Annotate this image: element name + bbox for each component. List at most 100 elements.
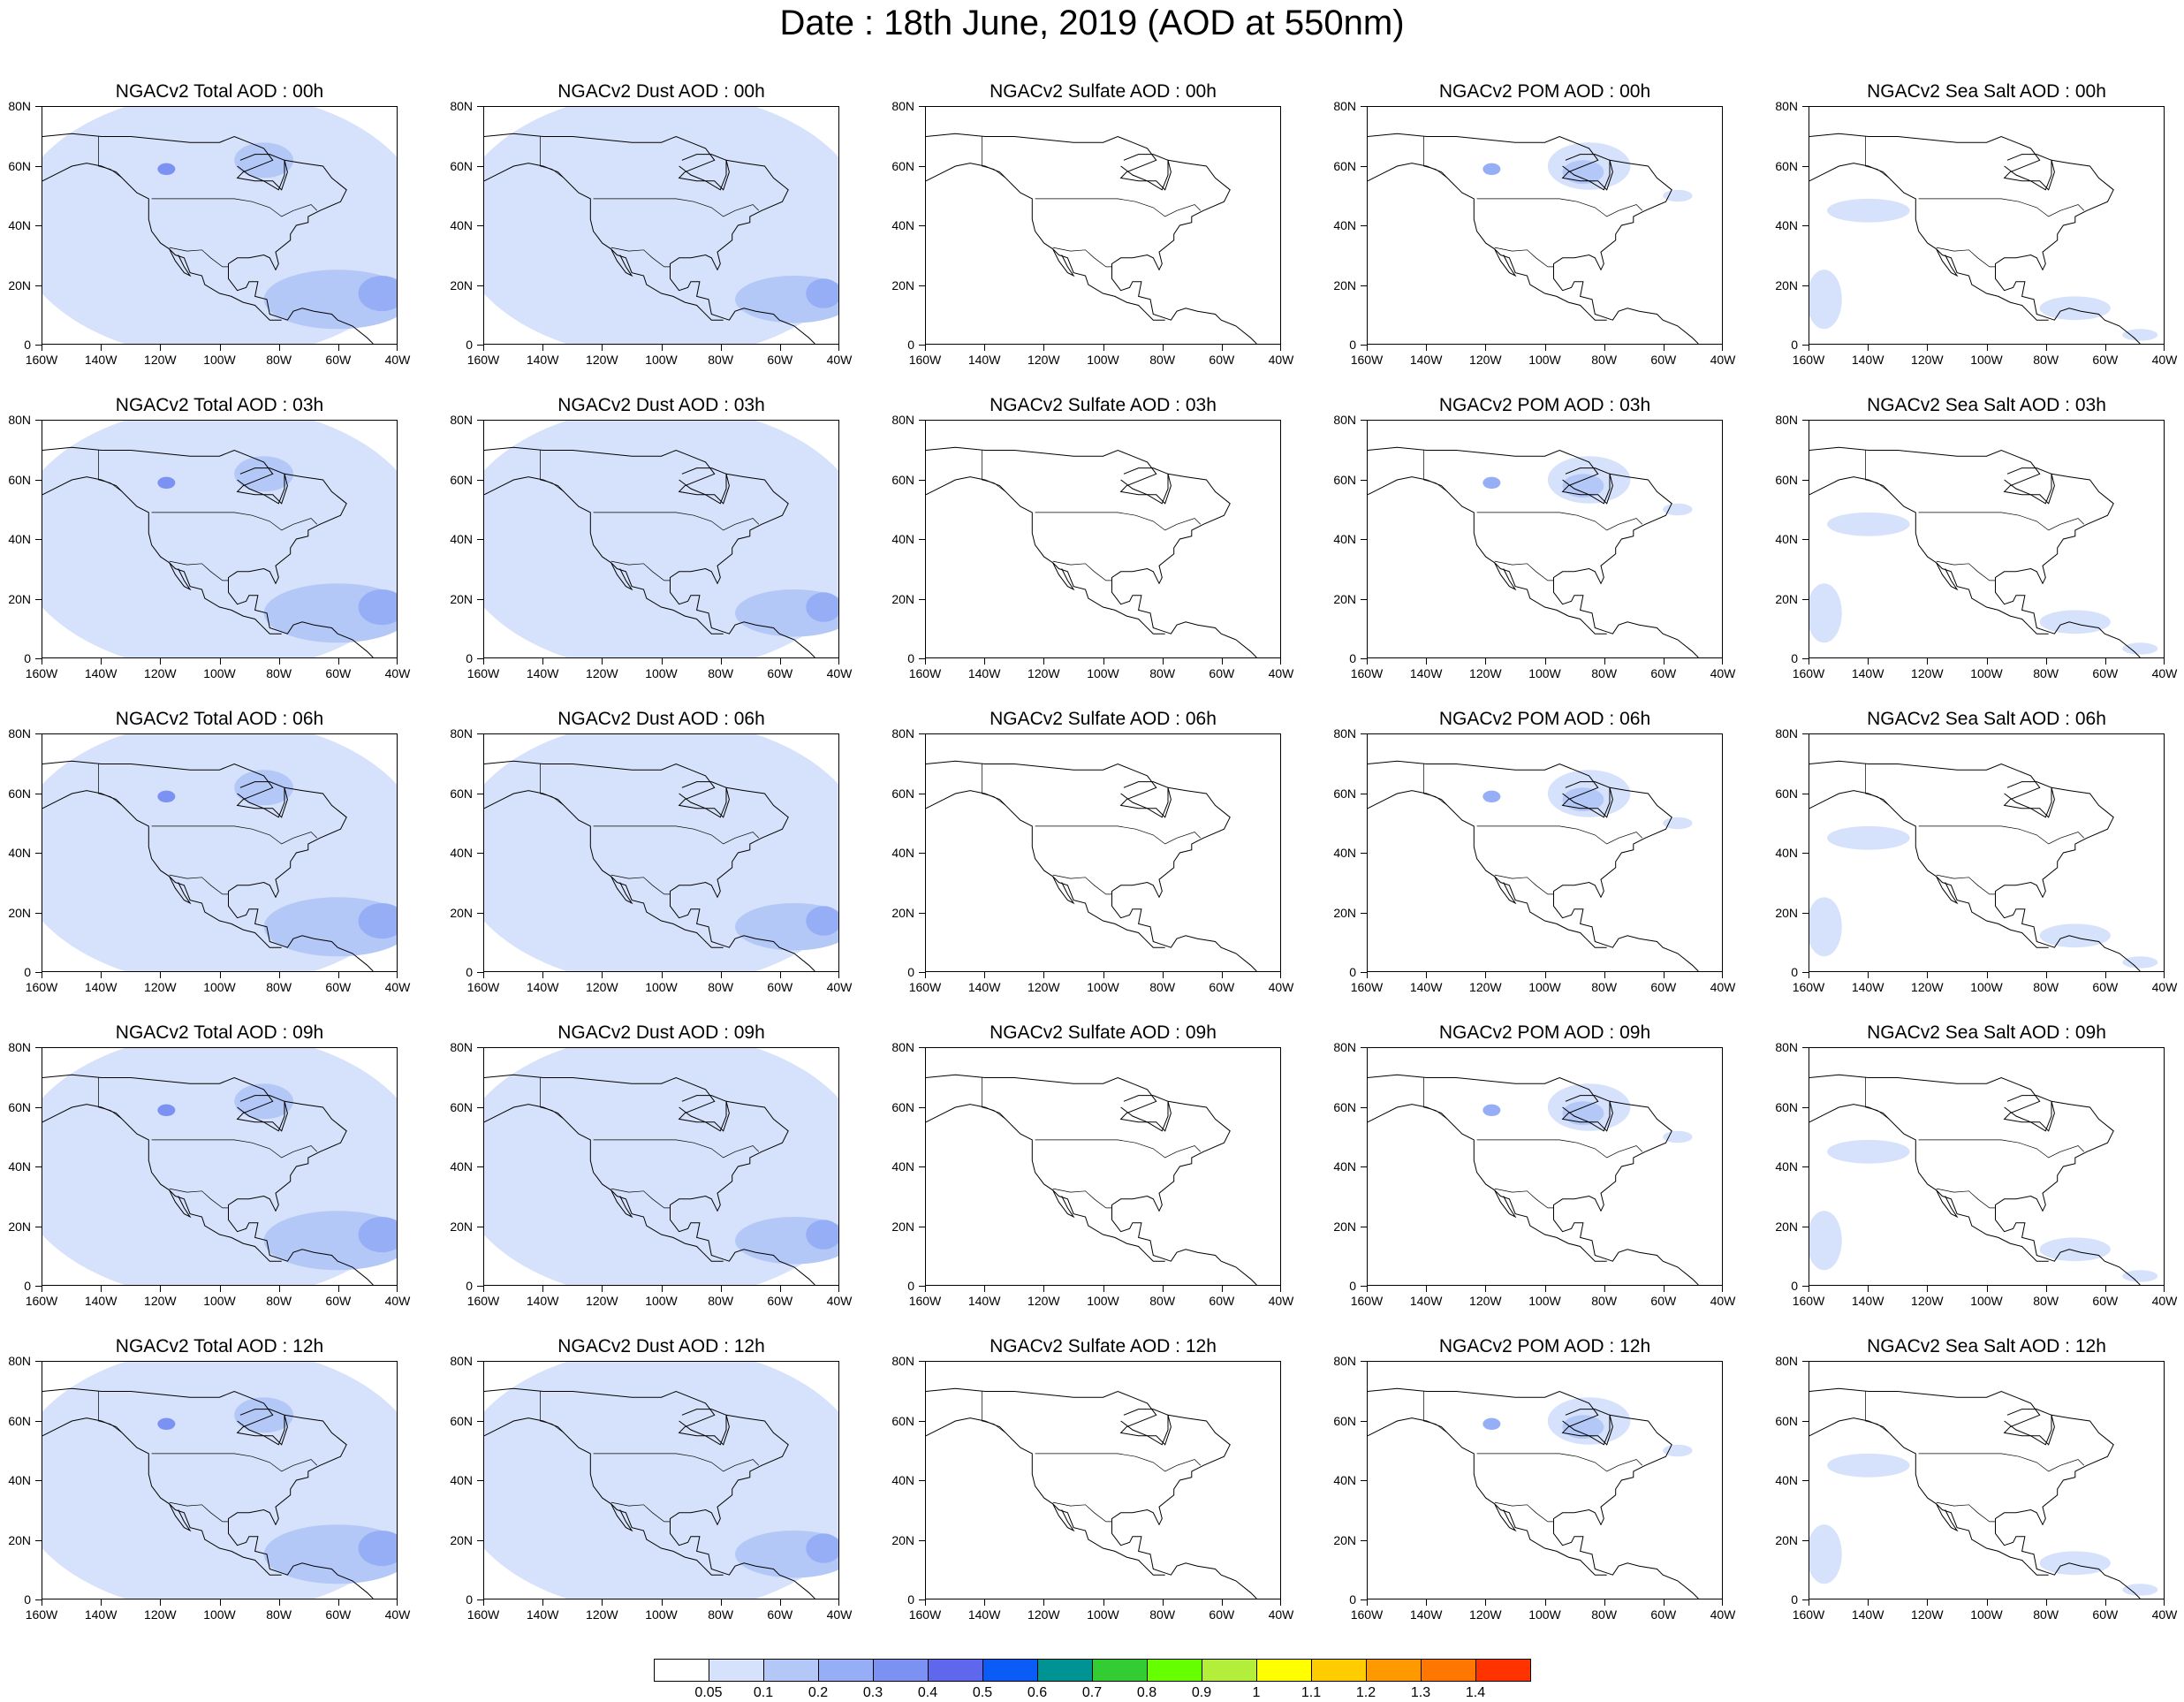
- coastline: [926, 1417, 1165, 1576]
- lat-tick: [1361, 165, 1367, 167]
- lat-tick: [1361, 539, 1367, 540]
- lon-tick: [1927, 1599, 1929, 1606]
- lat-tick: [1361, 420, 1367, 421]
- lat-tick-label: 40N: [1333, 532, 1356, 546]
- lon-tick: [542, 1599, 544, 1606]
- lat-tick-label: 20N: [1333, 1532, 1356, 1547]
- lon-tick: [278, 345, 280, 351]
- country-border: [169, 874, 229, 895]
- aod-field-pom: [1663, 189, 1693, 202]
- map-svg: [926, 1074, 1257, 1285]
- lon-tick-label: 60W: [1209, 1294, 1235, 1308]
- map-panel: NGACv2 POM AOD : 09h 80N 60N 40N 20N 0 160W 140…: [1333, 1021, 1735, 1321]
- lon-tick-label: 120W: [1911, 1607, 1944, 1622]
- lon-tick-label: 160W: [25, 1607, 58, 1622]
- lat-tick-label: 20N: [450, 905, 473, 920]
- coastline: [42, 790, 282, 948]
- aod-field-seasalt: [1827, 512, 1910, 536]
- lon-tick-label: 160W: [908, 353, 942, 367]
- lon-tick: [1986, 345, 1988, 351]
- lon-tick: [1927, 972, 1929, 978]
- country-border: [982, 1077, 1006, 1120]
- coastline: [926, 1104, 1165, 1262]
- panel-title: NGACv2 Dust AOD : 03h: [557, 395, 765, 415]
- map-svg: [926, 446, 1257, 657]
- colorbar-label: 0.1: [753, 1685, 774, 1700]
- map-panel: NGACv2 POM AOD : 12h 80N 60N 40N 20N 0 160W 140…: [1333, 1334, 1735, 1635]
- panel-title: NGACv2 POM AOD : 06h: [1438, 709, 1651, 729]
- map-svg: [484, 1362, 838, 1599]
- lat-tick: [1802, 1480, 1809, 1481]
- coastline: [610, 1503, 633, 1532]
- lon-tick-label: 120W: [1028, 353, 1060, 367]
- lon-tick: [397, 1286, 398, 1292]
- lat-tick: [35, 1599, 42, 1600]
- lat-tick-label: 80N: [450, 1040, 473, 1054]
- lat-tick: [477, 539, 483, 540]
- lat-tick: [1361, 1361, 1367, 1362]
- lat-tick-label: 80N: [1775, 413, 1798, 427]
- coastline: [926, 1387, 1257, 1599]
- aod-field-pom: [1483, 790, 1501, 803]
- coastline: [237, 154, 285, 191]
- coastline: [1120, 1095, 1169, 1132]
- lat-tick-label: 20N: [1333, 277, 1356, 293]
- lon-tick-label: 60W: [767, 666, 793, 680]
- lat-tick-label: 80N: [891, 413, 914, 427]
- lat-tick-label: 80N: [8, 1354, 31, 1368]
- panel-title: NGACv2 Dust AOD : 00h: [557, 81, 765, 102]
- coastline: [484, 446, 815, 657]
- coastline: [1936, 248, 1959, 277]
- lon-tick-label: 120W: [1911, 980, 1944, 994]
- lat-tick: [477, 1047, 483, 1048]
- panel-title: NGACv2 POM AOD : 09h: [1438, 1022, 1651, 1043]
- lat-tick: [477, 165, 483, 167]
- lat-tick: [477, 1420, 483, 1422]
- lon-tick-label: 40W: [1268, 353, 1294, 367]
- coastline: [237, 1409, 285, 1446]
- lat-tick: [35, 598, 42, 600]
- map-svg: [1809, 133, 2158, 344]
- country-border: [982, 450, 1006, 492]
- lat-tick-label: 60N: [8, 158, 31, 173]
- lon-tick-label: 120W: [586, 1607, 618, 1622]
- coastline: [484, 1387, 815, 1599]
- coastline: [484, 476, 724, 634]
- coastline: [1368, 760, 1699, 971]
- lon-tick: [2164, 658, 2165, 665]
- lon-tick-label: 120W: [1469, 666, 1502, 680]
- coastline: [169, 562, 192, 591]
- panel-title: NGACv2 Sea Salt AOD : 06h: [1867, 709, 2106, 729]
- lon-tick: [925, 972, 926, 978]
- lon-tick: [720, 1286, 722, 1292]
- lat-tick-label: 80N: [8, 726, 31, 741]
- lat-tick-label: 20N: [1775, 1219, 1798, 1234]
- coastline: [1120, 1409, 1169, 1446]
- colorbar-swatch: [1366, 1659, 1422, 1682]
- country-border: [982, 1391, 1006, 1433]
- lat-tick: [477, 1106, 483, 1108]
- lon-tick: [1367, 345, 1368, 351]
- lon-tick-label: 60W: [2092, 980, 2119, 994]
- coastline: [42, 476, 282, 634]
- coastline: [1494, 248, 1517, 277]
- lon-tick: [1604, 345, 1605, 351]
- lon-tick: [337, 972, 339, 978]
- map-plot-area: [42, 733, 398, 972]
- lat-tick-label: 60N: [1775, 158, 1798, 173]
- lon-tick-label: 140W: [967, 980, 1001, 994]
- coastline: [484, 1074, 815, 1285]
- lon-tick: [337, 1286, 339, 1292]
- lon-tick-label: 80W: [708, 1294, 734, 1308]
- country-border: [610, 874, 671, 895]
- lon-tick-label: 40W: [1268, 666, 1294, 680]
- country-border: [98, 1077, 123, 1120]
- lat-tick: [1802, 539, 1809, 540]
- lat-tick-label: 0: [1791, 965, 1798, 979]
- lon-tick: [397, 658, 398, 665]
- lon-tick: [602, 658, 603, 665]
- aod-field-total: [234, 1083, 294, 1120]
- lat-tick-label: 60N: [450, 158, 473, 173]
- map-plot-area: [1809, 1047, 2165, 1286]
- lat-tick-label: 60N: [8, 1099, 31, 1114]
